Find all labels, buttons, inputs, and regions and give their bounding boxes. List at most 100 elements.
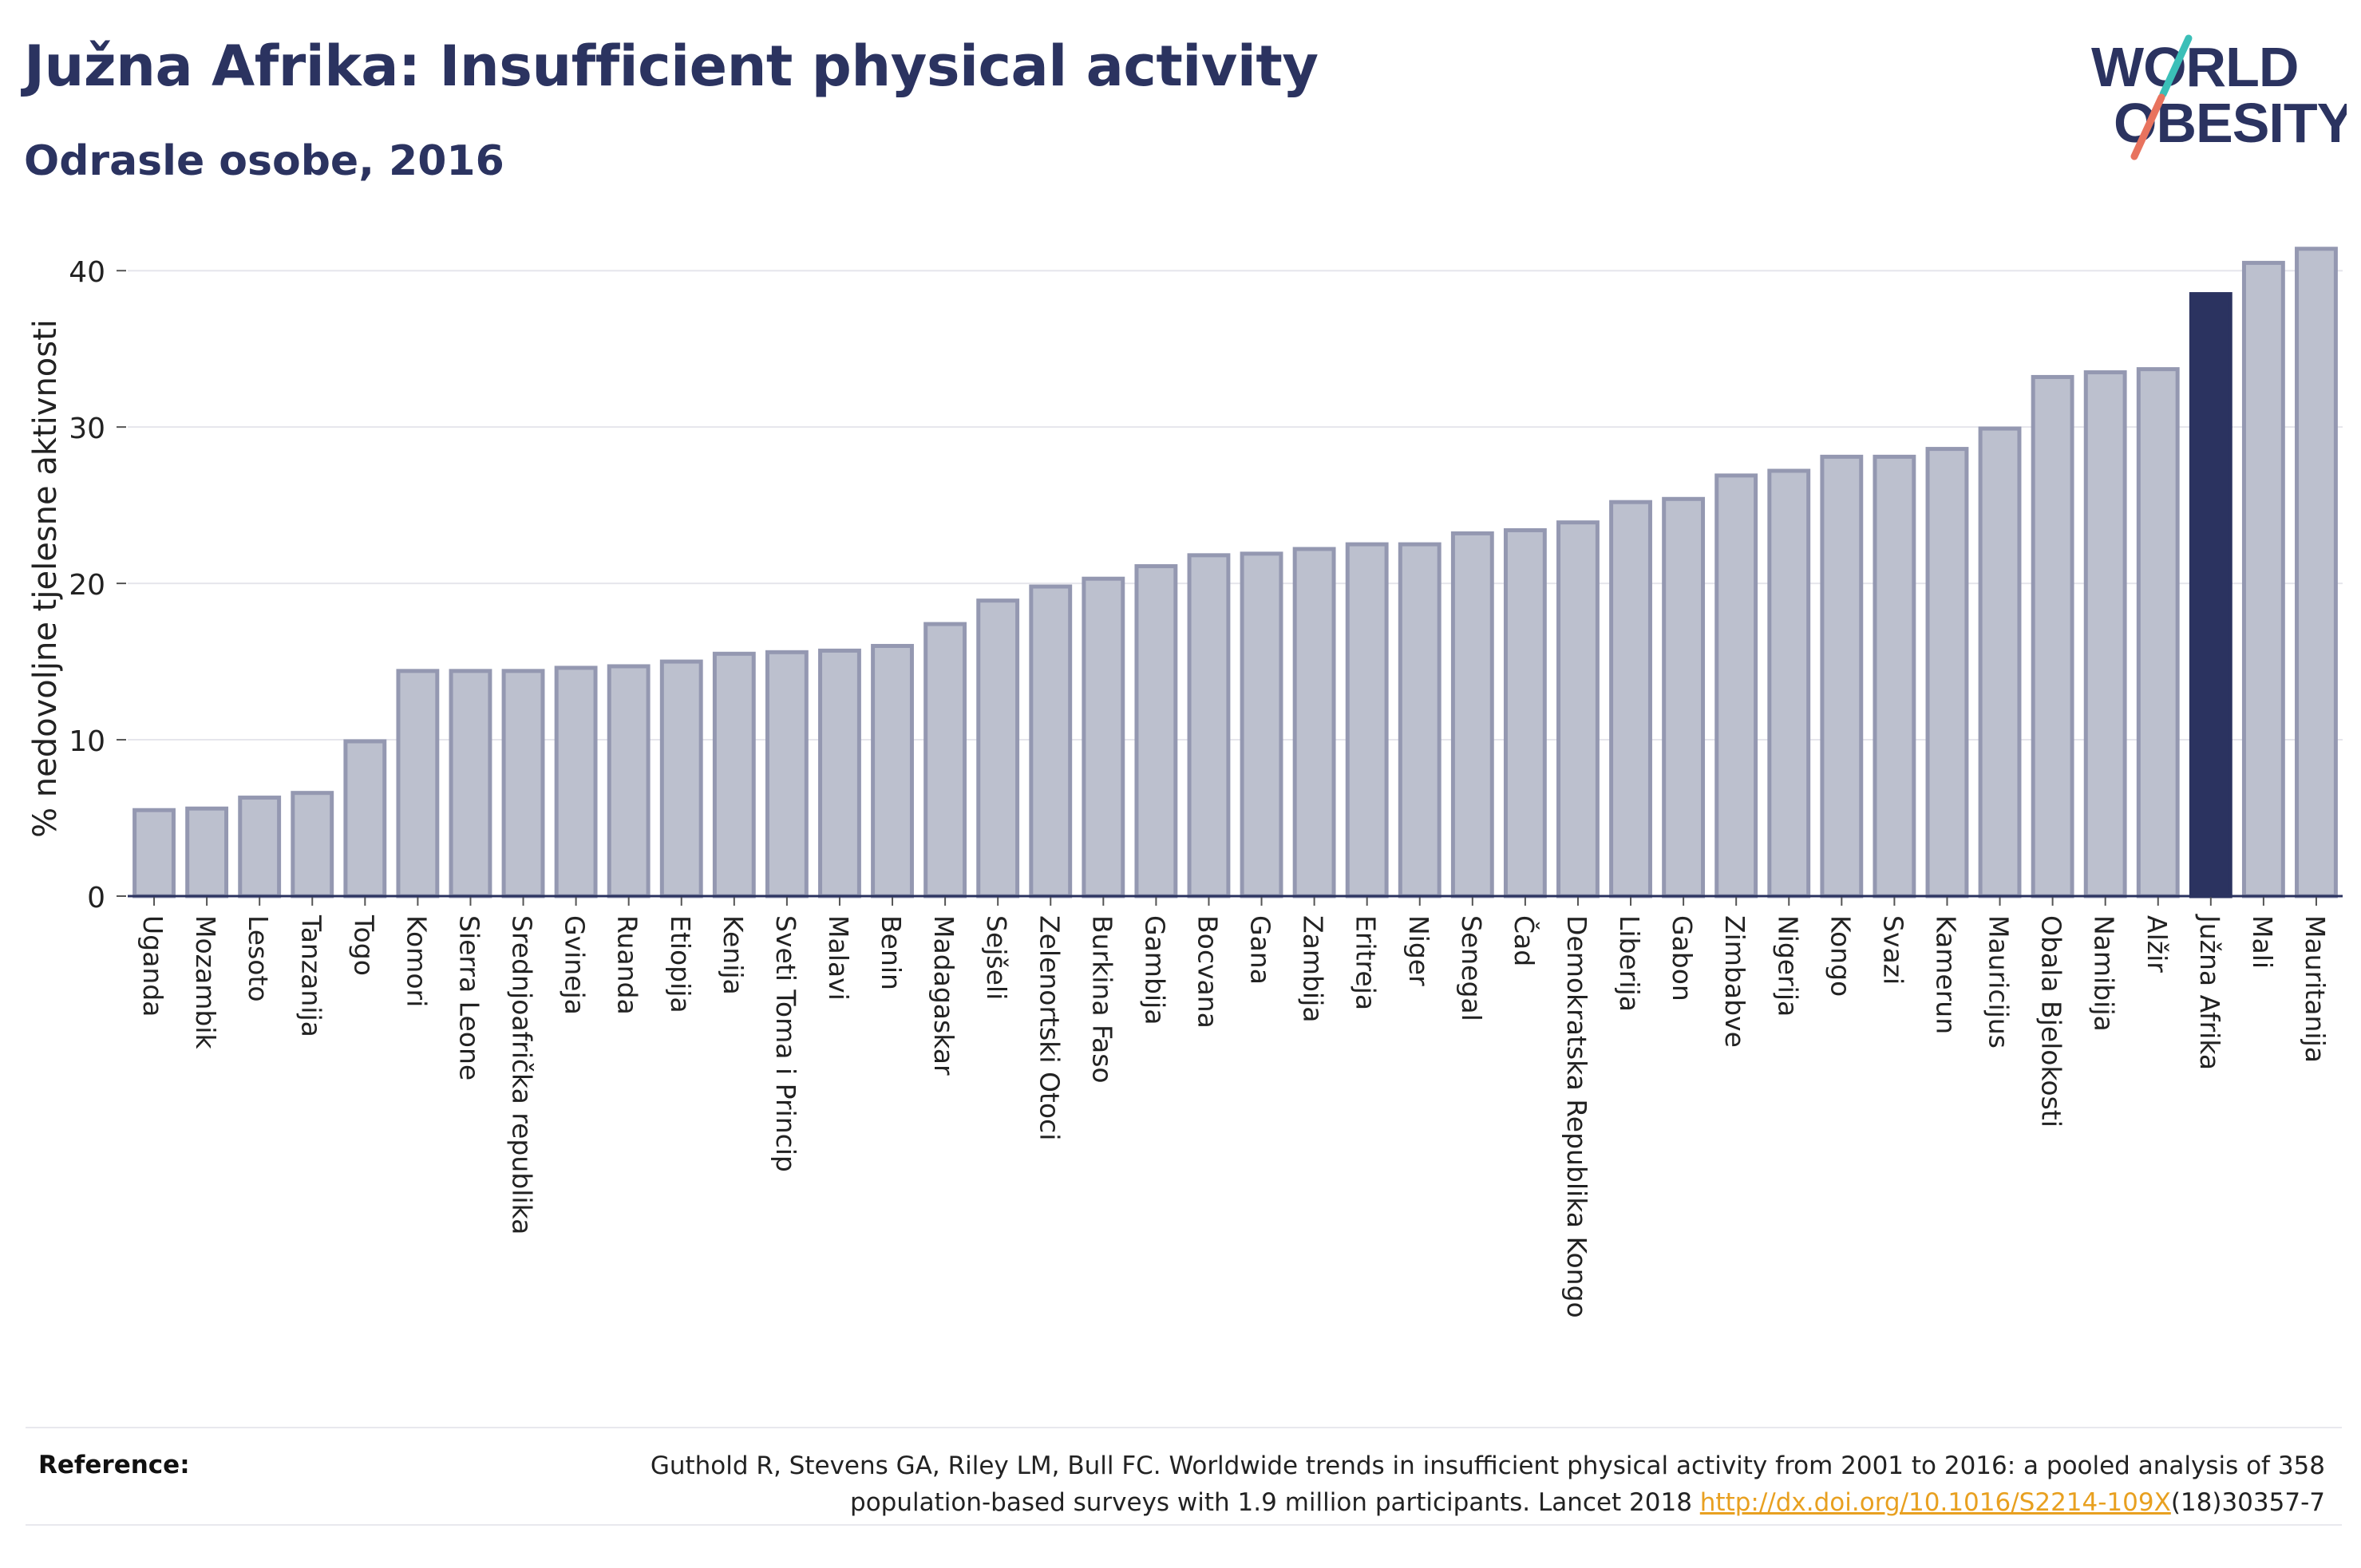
x-tick-label: Čad: [1509, 915, 1540, 966]
bar[interactable]: [343, 739, 387, 899]
reference-line2-start: population-based surveys with 1.9 millio…: [850, 1488, 1700, 1517]
x-tick-label: Gambija: [1139, 915, 1170, 1025]
logo-line1: WORLD: [2091, 36, 2298, 98]
y-axis-label: % nedovoljne tjelesne aktivnosti: [27, 319, 64, 838]
bar[interactable]: [1714, 473, 1758, 899]
x-tick-label: Etiopija: [665, 915, 696, 1013]
bar[interactable]: [1873, 454, 1916, 899]
bar[interactable]: [1134, 564, 1178, 899]
x-tick-label: Tanzanija: [295, 914, 326, 1037]
x-tick-label: Zimbabve: [1719, 915, 1750, 1048]
y-tick-label: 0: [87, 882, 105, 914]
reference-text: Guthold R, Stevens GA, Riley LM, Bull FC…: [489, 1448, 2325, 1521]
y-tick-label: 40: [69, 256, 105, 289]
bar[interactable]: [1609, 500, 1652, 899]
bar[interactable]: [2031, 374, 2074, 899]
x-tick-label: Lesoto: [243, 915, 274, 1002]
bar[interactable]: [976, 598, 1020, 899]
logo-teal-slash: [2159, 34, 2193, 98]
bar[interactable]: [1556, 520, 1600, 899]
bar[interactable]: [659, 659, 703, 899]
bar[interactable]: [396, 669, 440, 899]
bar[interactable]: [765, 650, 809, 899]
bar[interactable]: [1820, 454, 1864, 899]
x-tick-label: Južna Afrika: [2194, 914, 2225, 1070]
x-tick-label: Mauricijus: [1983, 915, 2015, 1049]
x-tick-label: Bocvana: [1192, 915, 1223, 1029]
x-tick-label: Sierra Leone: [453, 915, 484, 1080]
x-tick-label: Kamerun: [1930, 915, 1961, 1034]
bar[interactable]: [1398, 542, 1442, 899]
x-tick-label: Malavi: [823, 915, 854, 1001]
x-tick-label: Zambija: [1298, 915, 1329, 1022]
bar[interactable]: [1662, 496, 1706, 899]
doi-link[interactable]: http://dx.doi.org/10.1016/S2214-109X: [1699, 1488, 2171, 1517]
reference-line2-end: (18)30357-7: [2170, 1488, 2325, 1517]
x-tick-label: Burkina Faso: [1086, 915, 1117, 1084]
y-tick-label: 20: [69, 569, 105, 602]
reference-line1: Guthold R, Stevens GA, Riley LM, Bull FC…: [650, 1451, 2325, 1480]
x-tick-label: Sejšeli: [981, 915, 1012, 1000]
bar[interactable]: [923, 622, 967, 899]
x-tick-label: Komori: [401, 915, 432, 1007]
axis-layer: 0 10 20 30 40 Uganda Mozambik Lesoto Tanzanija To…: [69, 256, 2343, 1318]
bar[interactable]: [1292, 547, 1336, 899]
reference-label: Reference:: [38, 1451, 190, 1479]
logo-coral-slash: [2130, 93, 2165, 160]
chart-title: Južna Afrika: Insufficient physical acti…: [24, 34, 1319, 99]
x-tick-label: Gana: [1245, 915, 1276, 985]
bar[interactable]: [871, 643, 914, 899]
bar[interactable]: [2136, 367, 2180, 899]
bar[interactable]: [1978, 426, 2022, 899]
bar[interactable]: [2189, 292, 2232, 899]
y-tick-label: 30: [69, 413, 105, 445]
bar[interactable]: [1450, 531, 1494, 899]
bar[interactable]: [132, 808, 176, 899]
bar[interactable]: [2083, 370, 2127, 899]
chart-subtitle: Odrasle osobe, 2016: [24, 137, 504, 185]
x-tick-label: Senegal: [1456, 915, 1487, 1021]
x-tick-label: Nigerija: [1772, 915, 1803, 1017]
x-tick-label: Uganda: [137, 915, 168, 1017]
x-tick-label: Namibija: [2089, 915, 2120, 1032]
bar[interactable]: [501, 669, 545, 899]
bar[interactable]: [712, 651, 756, 899]
world-obesity-logo[interactable]: WORLD OBESITY: [2075, 30, 2347, 174]
x-tick-label: Ruanda: [612, 915, 643, 1015]
bar[interactable]: [1082, 576, 1125, 899]
bar[interactable]: [607, 664, 651, 899]
bar[interactable]: [1767, 468, 1811, 899]
bar[interactable]: [1029, 584, 1073, 899]
x-tick-label: Kongo: [1825, 915, 1856, 997]
grid-layer: [128, 270, 2343, 741]
bar[interactable]: [2295, 247, 2338, 899]
bar[interactable]: [449, 669, 492, 899]
x-tick-label: Zelenortski Otoci: [1034, 915, 1065, 1140]
x-tick-label: Liberija: [1614, 915, 1645, 1012]
x-tick-label: Srednjoafrička republika: [507, 915, 538, 1234]
x-tick-label: Togo: [348, 914, 379, 976]
x-tick-label: Mauritanija: [2300, 915, 2331, 1063]
bar[interactable]: [2241, 260, 2285, 899]
bar[interactable]: [1240, 551, 1283, 899]
bar[interactable]: [291, 791, 334, 899]
bar[interactable]: [554, 666, 598, 899]
bar[interactable]: [818, 648, 861, 899]
y-tick-label: 10: [69, 725, 105, 758]
x-tick-label: Niger: [1403, 915, 1434, 986]
x-tick-label: Alžir: [2142, 915, 2173, 973]
reference-line2: population-based surveys with 1.9 millio…: [489, 1484, 2325, 1521]
x-tick-label: Mozambik: [190, 915, 221, 1049]
x-tick-label: Madagaskar: [928, 915, 959, 1076]
bar[interactable]: [1187, 553, 1231, 899]
x-tick-label: Kenija: [718, 915, 749, 995]
x-tick-label: Mali: [2247, 915, 2278, 969]
bar[interactable]: [238, 796, 282, 899]
bar[interactable]: [1925, 447, 1969, 899]
bar[interactable]: [1345, 542, 1389, 899]
x-tick-label: Demokratska Republika Kongo: [1561, 915, 1592, 1318]
bar[interactable]: [1503, 527, 1547, 899]
bar-chart: 0 10 20 30 40 Uganda Mozambik Lesoto Tanzanija To…: [27, 247, 2343, 1318]
bar[interactable]: [185, 806, 229, 899]
x-tick-label: Eritreja: [1351, 915, 1382, 1010]
